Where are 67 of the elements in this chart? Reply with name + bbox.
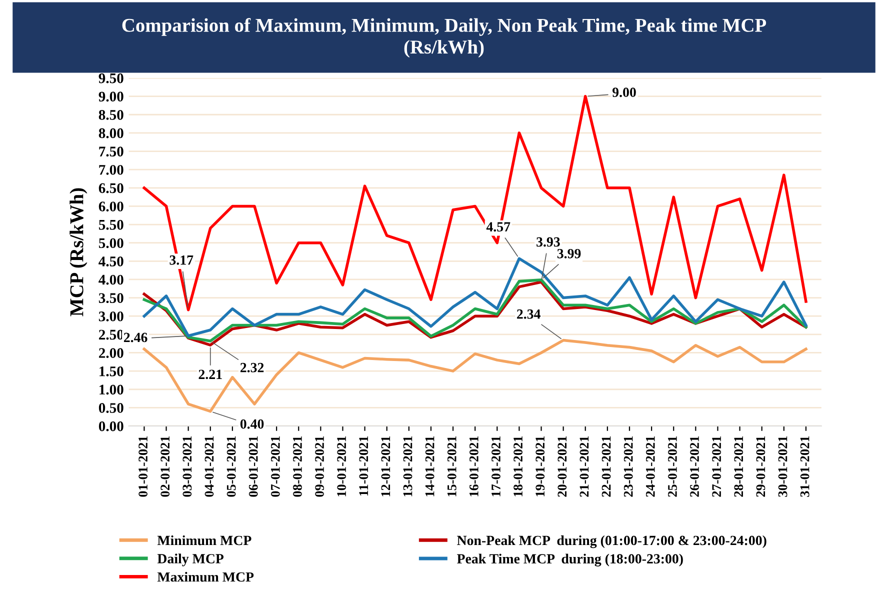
y-tick-label: 8.50 [98, 110, 124, 120]
y-tick-label: 8.00 [98, 128, 124, 138]
y-tick-label: 2.00 [98, 348, 124, 358]
x-tick-label: 05-01-2021 [226, 436, 236, 497]
annotation: 2.34 [517, 309, 540, 319]
x-tick-label: 12-01-2021 [381, 436, 390, 496]
annotation: 2.32 [240, 362, 264, 372]
y-tick-label: 5.50 [98, 220, 124, 230]
x-tick-label: 03-01-2021 [182, 436, 192, 497]
annotation: 3.99 [557, 248, 581, 258]
legend-label: Non-Peak MCP during (01:00-17:00 & 23:00-24:00) [457, 535, 766, 548]
x-tick-label: 09-01-2021 [315, 436, 324, 497]
x-tick-label: 17-01-2021 [492, 436, 500, 496]
x-tick-label: 04-01-2021 [204, 436, 214, 497]
x-tick-label: 23-01-2021 [624, 436, 633, 497]
chart-title: Comparision of Maximum, Minimum, Daily, Non Peak Time, Peak time MCP (Rs/kWh) [122, 18, 766, 58]
legend-label: Maximum MCP [157, 572, 254, 582]
x-tick-label: 31-01-2021 [800, 436, 810, 497]
y-tick-label: 9.50 [98, 73, 124, 84]
x-tick-label: 07-01-2021 [270, 436, 280, 497]
annotation: 0.40 [240, 419, 264, 429]
x-tick-label: 28-01-2021 [734, 436, 744, 497]
x-tick-label: 16-01-2021 [469, 436, 478, 496]
x-tick-label: 18-01-2021 [514, 436, 522, 496]
annotation: 2.21 [198, 370, 222, 380]
annotation: 3.17 [170, 255, 194, 265]
y-tick-label: 7.50 [99, 146, 124, 157]
legend-label: Peak Time MCP during (18:00-23:00) [457, 554, 683, 566]
annotation: 9.00 [612, 88, 636, 98]
y-tick-label: 4.50 [98, 256, 124, 266]
x-tick-label: 06-01-2021 [248, 436, 258, 497]
y-tick-label: 0.50 [98, 403, 124, 413]
y-axis-title: MCP (Rs/kWh) [70, 188, 88, 316]
y-tick-label: 6.50 [98, 183, 124, 194]
y-tick-label: 1.50 [100, 366, 124, 376]
x-tick-label: 21-01-2021 [580, 436, 589, 497]
y-tick-label: 0.00 [98, 421, 124, 432]
legend-label: Daily MCP [157, 554, 224, 566]
y-tick-label: 3.50 [98, 293, 124, 304]
y-tick-label: 9.00 [98, 92, 124, 102]
annotation: 3.93 [536, 237, 560, 247]
x-tick-label: 08-01-2021 [293, 436, 302, 497]
y-tick-label: 6.00 [98, 202, 124, 212]
x-tick-label: 13-01-2021 [403, 436, 412, 496]
x-tick-label: 11-01-2021 [359, 436, 368, 496]
y-tick-label: 5.00 [98, 238, 124, 248]
legend-label: Minimum MCP [157, 535, 252, 546]
y-tick-label: 7.00 [99, 164, 124, 175]
x-tick-label: 22-01-2021 [602, 436, 611, 497]
y-tick-label: 3.00 [98, 311, 124, 322]
y-tick-label: 1.00 [100, 384, 124, 395]
x-tick-label: 01-01-2021 [138, 436, 148, 497]
x-tick-label: 02-01-2021 [160, 436, 170, 497]
x-tick-label: 30-01-2021 [778, 436, 788, 497]
x-tick-label: 24-01-2021 [646, 436, 655, 497]
y-tick-label: 4.00 [98, 274, 124, 285]
x-tick-label: 14-01-2021 [425, 436, 434, 496]
annotation: 2.46 [124, 332, 148, 342]
x-tick-label: 15-01-2021 [447, 436, 456, 496]
x-tick-label: 25-01-2021 [668, 436, 677, 497]
x-tick-label: 20-01-2021 [558, 436, 567, 497]
x-tick-label: 10-01-2021 [337, 436, 346, 496]
x-tick-label: 29-01-2021 [756, 436, 766, 497]
annotation: 4.57 [486, 222, 510, 232]
x-tick-label: 26-01-2021 [690, 436, 699, 497]
x-tick-label: 19-01-2021 [536, 436, 545, 496]
x-tick-label: 27-01-2021 [712, 436, 722, 497]
